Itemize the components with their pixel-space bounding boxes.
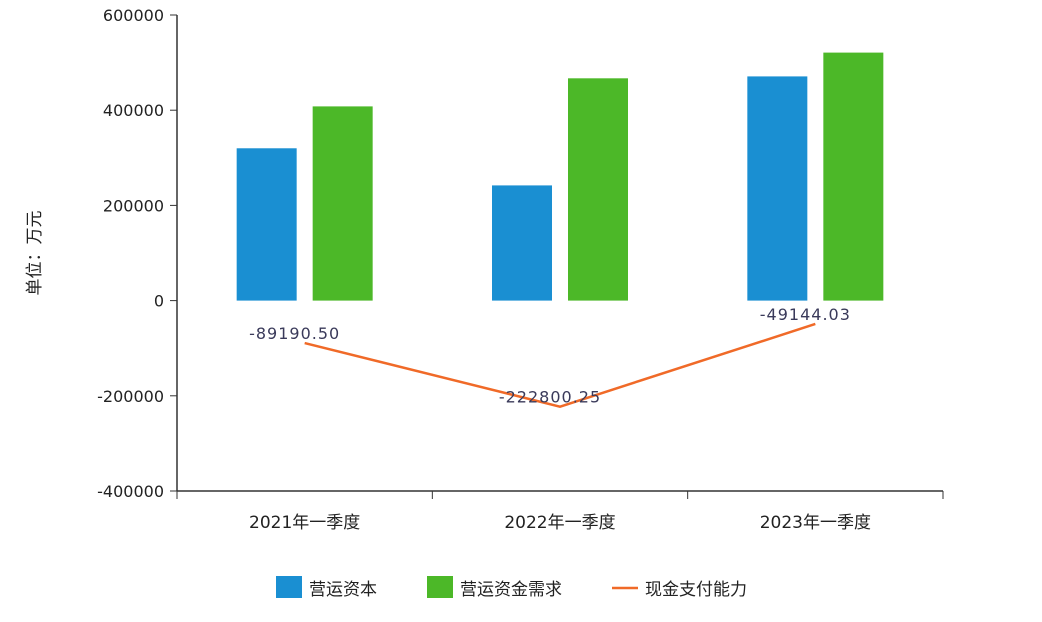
y-tick-label: -200000 [97,387,164,406]
legend-label: 营运资本 [309,580,377,600]
legend-swatch [276,576,302,598]
x-tick-label: 2023年一季度 [760,513,871,533]
bar-2 [312,106,373,301]
y-tick-label: 400000 [103,101,164,120]
data-label: -49144.03 [760,305,851,324]
x-tick-label: 2021年一季度 [249,513,360,533]
y-tick-label: 600000 [103,6,164,25]
data-label: -222800.25 [499,388,601,407]
y-tick-label: 0 [154,292,164,311]
bar-2 [823,52,884,301]
legend-swatch [427,576,453,598]
y-tick-label: -400000 [97,482,164,501]
x-tick-label: 2022年一季度 [504,513,615,533]
y-axis-label: 单位：万元 [25,211,45,296]
y-tick-label: 200000 [103,196,164,215]
bar-1 [747,76,808,301]
bar-1 [492,185,552,301]
legend-label: 现金支付能力 [645,580,747,600]
bar-2 [568,78,628,301]
legend-label: 营运资金需求 [460,580,562,600]
line-series [304,322,816,408]
bar-1 [236,148,297,301]
data-label: -89190.50 [249,324,340,343]
